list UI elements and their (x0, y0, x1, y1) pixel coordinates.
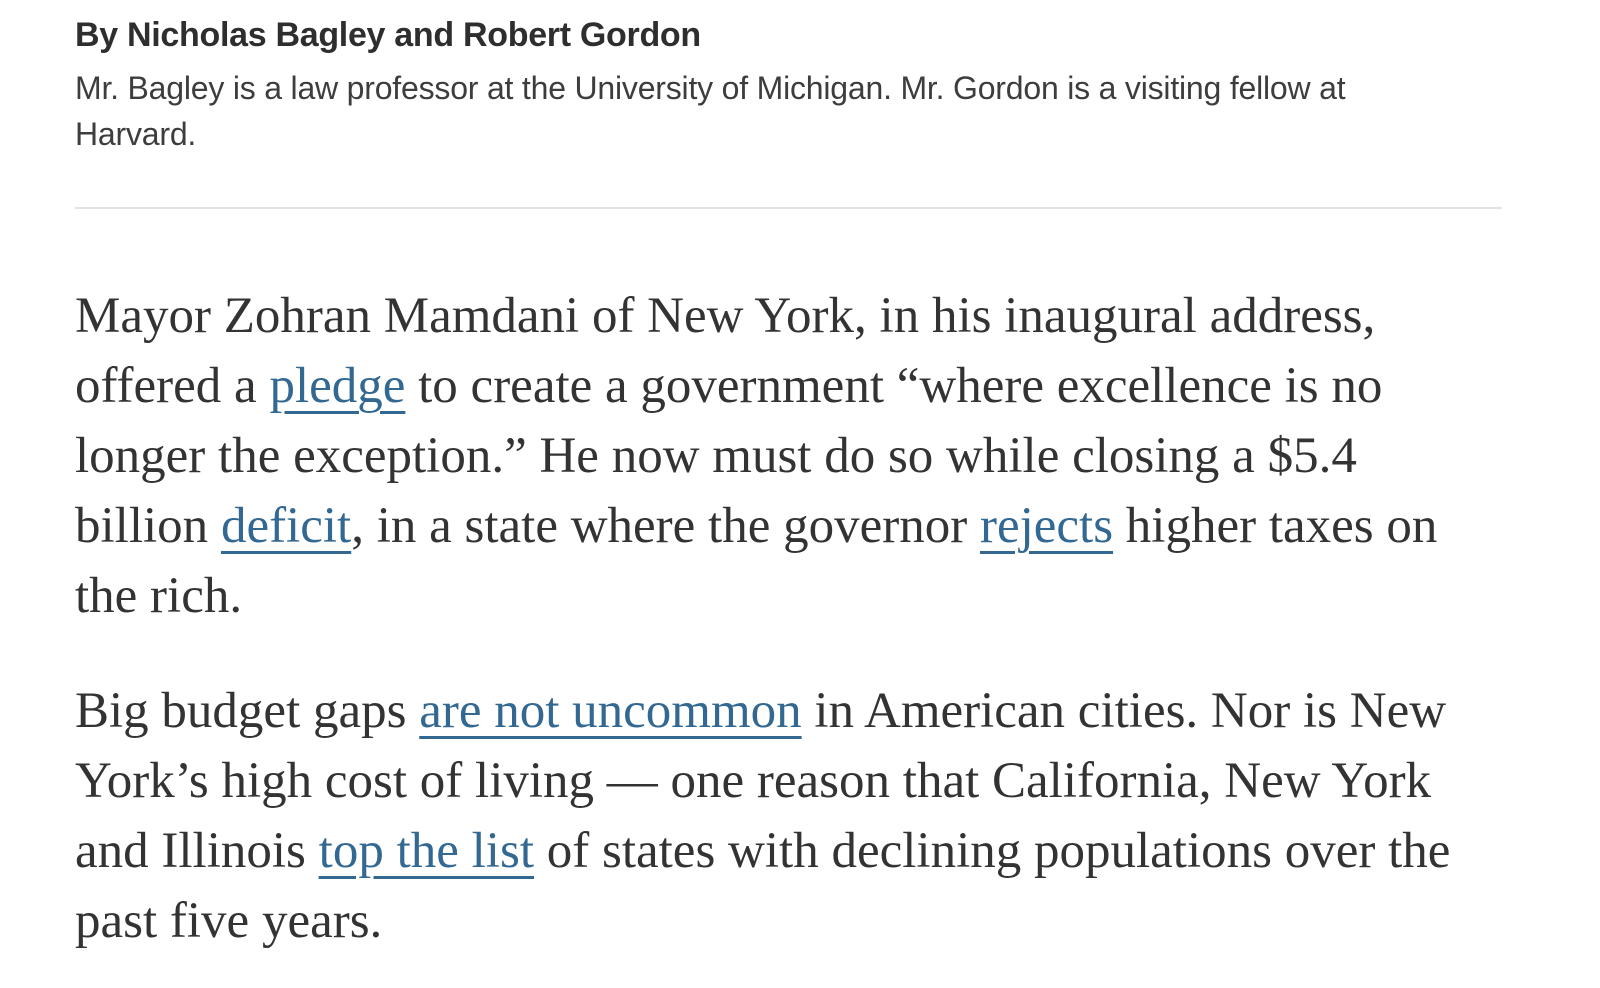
article-body: Mayor Zohran Mamdani of New York, in his… (75, 281, 1502, 956)
top-the-list-link[interactable]: top the list (318, 823, 534, 879)
text-line: and Illinois top the list of states with… (75, 823, 1451, 879)
text-line: Mayor Zohran Mamdani of New York, in his… (75, 288, 1376, 344)
text-line: past five years. (75, 893, 383, 949)
text-line: the rich. (75, 568, 243, 624)
text-line: Big budget gaps are not uncommon in Amer… (75, 683, 1447, 739)
paragraph-1: Mayor Zohran Mamdani of New York, in his… (75, 281, 1502, 631)
paragraph-2: Big budget gaps are not uncommon in Amer… (75, 676, 1502, 956)
author-bio: Mr. Bagley is a law professor at the Uni… (75, 70, 1346, 152)
article: By Nicholas Bagley and Robert Gordon Mr.… (75, 0, 1502, 956)
rejects-link[interactable]: rejects (979, 498, 1114, 554)
deficit-link[interactable]: deficit (220, 498, 352, 554)
text-line: longer the exception.” He now must do so… (75, 428, 1357, 484)
text-line: York’s high cost of living — one reason … (75, 753, 1432, 809)
article-header: By Nicholas Bagley and Robert Gordon Mr.… (75, 0, 1502, 157)
byline: By Nicholas Bagley and Robert Gordon (75, 16, 701, 54)
divider (75, 207, 1502, 209)
text-line: billion deficit, in a state where the go… (75, 498, 1438, 554)
pledge-link[interactable]: pledge (269, 358, 406, 414)
are-not-uncommon-link[interactable]: are not uncommon (419, 683, 802, 739)
text-line: offered a pledge to create a government … (75, 358, 1383, 414)
